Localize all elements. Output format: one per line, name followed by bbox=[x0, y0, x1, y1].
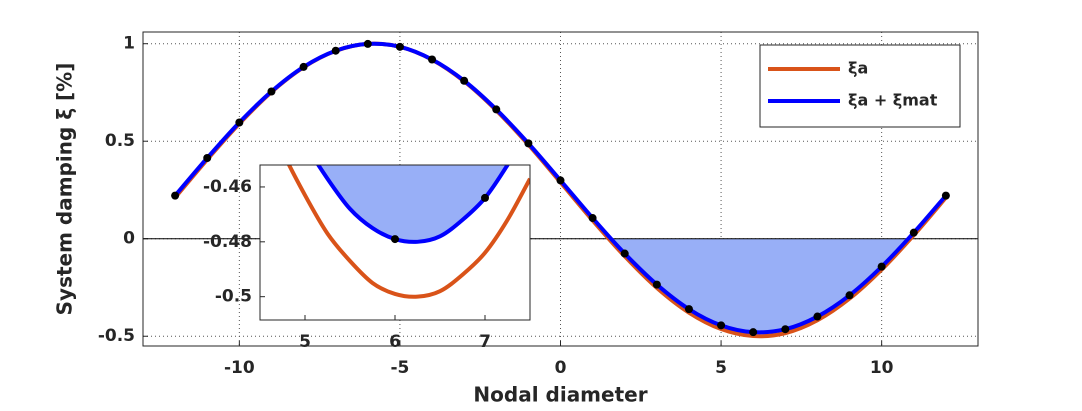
y-tick-label: 1 bbox=[123, 34, 135, 54]
legend-label: ξa + ξmat bbox=[848, 91, 938, 110]
y-tick-label: -0.5 bbox=[98, 326, 135, 346]
legend-box bbox=[759, 44, 961, 128]
marker bbox=[391, 235, 399, 244]
marker bbox=[235, 118, 244, 127]
marker bbox=[781, 325, 790, 334]
x-tick-label: 10 bbox=[870, 358, 894, 378]
marker bbox=[909, 228, 918, 237]
x-tick-label: 5 bbox=[715, 358, 727, 378]
x-tick-label: -5 bbox=[390, 358, 409, 378]
marker bbox=[652, 280, 661, 289]
series-line bbox=[286, 165, 530, 299]
marker bbox=[481, 193, 489, 202]
marker bbox=[524, 139, 533, 148]
marker bbox=[203, 153, 212, 162]
marker bbox=[331, 46, 340, 55]
marker bbox=[813, 312, 822, 321]
x-tick-label: 7 bbox=[479, 332, 491, 352]
axes-box bbox=[259, 164, 531, 321]
x-tick-label: -10 bbox=[224, 358, 255, 378]
x-tick-label: 6 bbox=[389, 332, 401, 352]
marker bbox=[717, 321, 726, 330]
x-tick-label: 0 bbox=[555, 358, 567, 378]
marker bbox=[428, 55, 437, 64]
marker bbox=[395, 42, 404, 51]
axes-box bbox=[142, 31, 979, 347]
marker bbox=[460, 76, 469, 85]
x-tick-label: 5 bbox=[299, 332, 311, 352]
y-axis-label: System damping ξ [%] bbox=[53, 63, 77, 316]
y-tick-label: 0.5 bbox=[105, 131, 135, 151]
marker bbox=[556, 176, 565, 185]
marker bbox=[588, 214, 597, 223]
negative-area bbox=[175, 238, 946, 333]
y-tick-label: 0 bbox=[123, 229, 135, 249]
marker bbox=[877, 262, 886, 271]
marker bbox=[299, 62, 308, 71]
legend: ξa ξa + ξmat bbox=[759, 44, 961, 128]
legend-label: ξa bbox=[848, 59, 868, 78]
marker bbox=[363, 39, 372, 48]
y-tick-label: -0.46 bbox=[203, 177, 252, 197]
marker bbox=[620, 249, 629, 258]
y-tick-label: -0.48 bbox=[203, 232, 252, 252]
marker bbox=[267, 87, 276, 96]
marker bbox=[171, 191, 180, 200]
x-axis-label: Nodal diameter bbox=[473, 383, 647, 407]
inset-axes: 5 6 7 -0.5 -0.48 -0.46 bbox=[203, 164, 531, 352]
marker bbox=[845, 291, 854, 300]
marker bbox=[684, 305, 693, 314]
marker bbox=[941, 191, 950, 200]
marker bbox=[492, 105, 501, 114]
marker bbox=[749, 328, 758, 337]
y-tick-label: -0.5 bbox=[215, 287, 252, 307]
